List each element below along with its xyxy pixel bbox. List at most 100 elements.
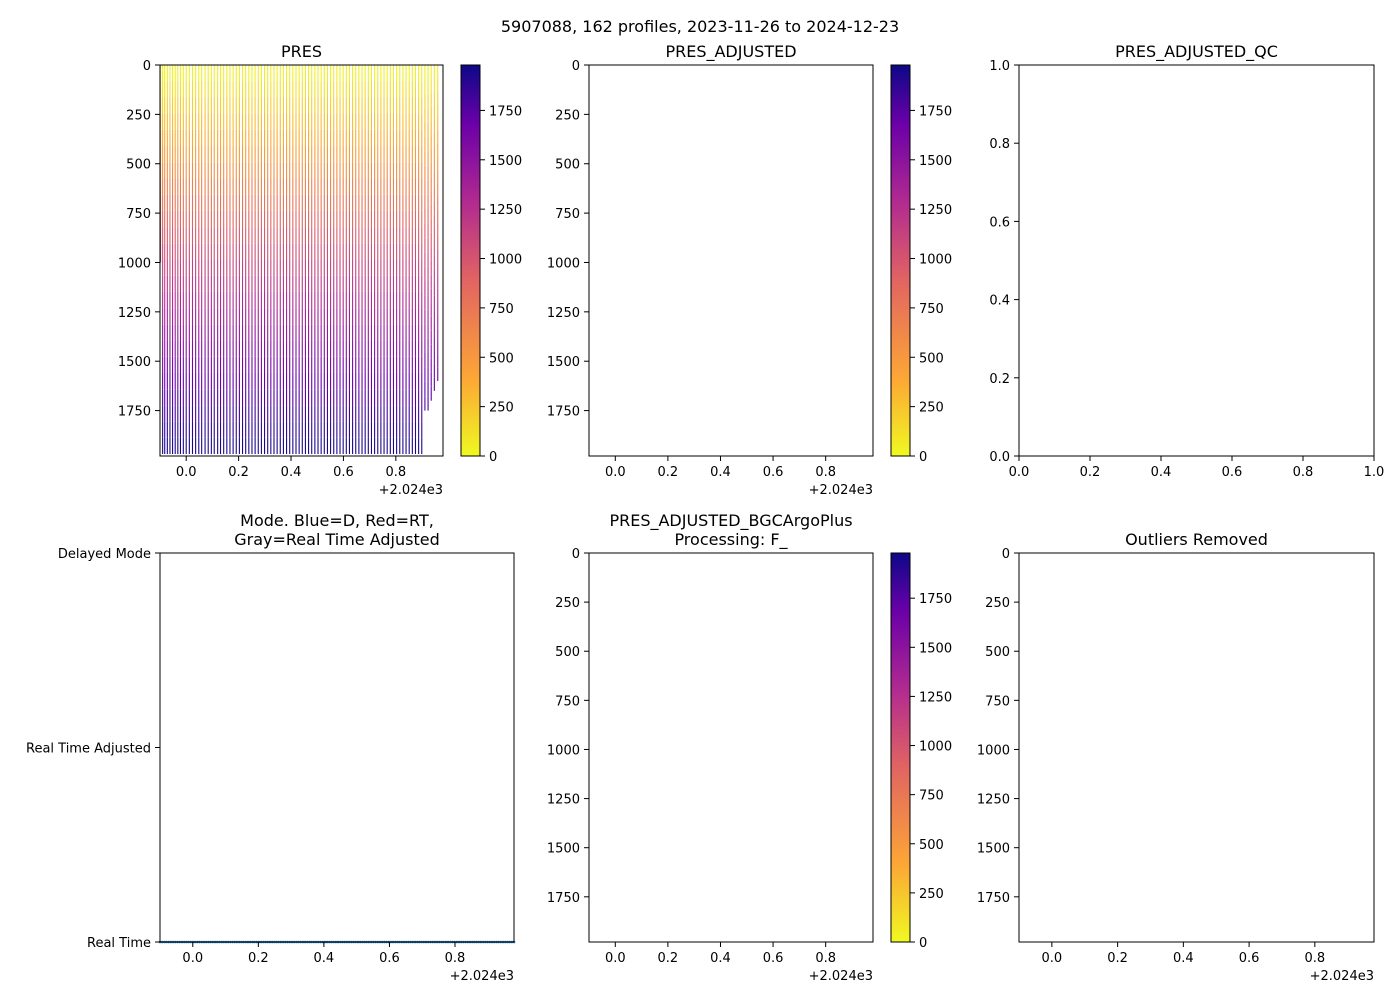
x-tick-label: 0.4	[1173, 951, 1194, 966]
panel-title: Mode. Blue=D, Red=RT,	[240, 511, 434, 530]
colorbar-tick-label: 1750	[919, 104, 952, 119]
x-tick-label: 0.0	[605, 465, 626, 480]
panel-title: Gray=Real Time Adjusted	[234, 530, 440, 549]
y-tick-label: 250	[985, 596, 1010, 611]
x-tick-label: 0.2	[228, 465, 249, 480]
x-offset-label: +2.024e3	[1310, 969, 1374, 984]
x-tick-label: 0.8	[385, 465, 406, 480]
y-tick-label: 750	[985, 694, 1010, 709]
figure-suptitle: 5907088, 162 profiles, 2023-11-26 to 202…	[501, 17, 899, 36]
y-tick-label: 1250	[118, 306, 151, 321]
x-tick-label: 0.6	[763, 951, 784, 966]
x-tick-label: 0.6	[1239, 951, 1260, 966]
y-tick-label: 1000	[547, 256, 580, 271]
y-tick-label: 1500	[547, 355, 580, 370]
x-tick-label: 0.4	[710, 951, 731, 966]
axes-frame	[1018, 64, 1375, 457]
x-tick-label: 0.0	[182, 951, 203, 966]
colorbar-tick-label: 250	[919, 887, 944, 902]
colorbar-tick-label: 500	[919, 351, 944, 366]
y-tick-label: 1250	[977, 793, 1010, 808]
colorbar-tick-label: 500	[489, 351, 514, 366]
x-offset-label: +2.024e3	[809, 969, 873, 984]
x-tick-label: 0.2	[658, 465, 679, 480]
colorbar: 0 250 500 750 1000 1250 1500 1750	[890, 64, 952, 465]
y-tick-label: Real Time	[87, 936, 151, 951]
colorbar: 0 250 500 750 1000 1250 1500 1750	[460, 64, 522, 465]
y-tick-label: 1500	[547, 842, 580, 857]
y-tick-label: Real Time Adjusted	[26, 742, 151, 757]
x-tick-label: 0.6	[379, 951, 400, 966]
y-tick-label: 1000	[547, 743, 580, 758]
colorbar: 0 250 500 750 1000 1250 1500 1750	[890, 552, 952, 951]
colorbar-tick-label: 750	[919, 302, 944, 317]
panel-title: PRES	[281, 42, 322, 61]
x-tick-label: 0.2	[658, 951, 679, 966]
y-tick-label: 750	[555, 694, 580, 709]
y-tick-label: 1.0	[989, 59, 1010, 74]
colorbar-tick-label: 250	[919, 401, 944, 416]
panel-mode: Mode. Blue=D, Red=RT,Gray=Real Time Adju…	[26, 511, 516, 984]
x-tick-label: 0.4	[314, 951, 335, 966]
x-tick-label: 0.8	[445, 951, 466, 966]
colorbar-tick-label: 0	[489, 450, 497, 465]
x-tick-label: 0.4	[710, 465, 731, 480]
y-tick-label: 500	[985, 645, 1010, 660]
colorbar-tick-label: 1250	[489, 203, 522, 218]
panel-pres_adjusted_qc: PRES_ADJUSTED_QC 0.0 0.2 0.4 0.6 0.8 1.0 0.0 0.2…	[989, 42, 1384, 480]
y-tick-label: 1750	[547, 891, 580, 906]
panel-title: PRES_ADJUSTED_BGCArgoPlus	[609, 511, 852, 531]
y-tick-label: Delayed Mode	[58, 547, 151, 562]
y-tick-label: 250	[126, 108, 151, 123]
panel-outliers: Outliers Removed 0.0 0.2 0.4 0.6 0.8 +2.024e3 0…	[977, 530, 1375, 984]
panel-pres_adjusted: PRES_ADJUSTED 0.0 0.2 0.4 0.6 0.8 +2.024e3 0 250…	[547, 42, 952, 498]
y-tick-label: 250	[555, 108, 580, 123]
y-tick-label: 0.2	[989, 372, 1010, 387]
colorbar-tick-label: 1500	[919, 641, 952, 656]
y-tick-label: 1250	[547, 793, 580, 808]
x-tick-label: 1.0	[1364, 465, 1385, 480]
y-tick-label: 0.0	[989, 450, 1010, 465]
y-tick-label: 500	[555, 645, 580, 660]
x-offset-label: +2.024e3	[379, 483, 443, 498]
y-tick-label: 0	[1002, 547, 1010, 562]
colorbar-tick-label: 1250	[919, 690, 952, 705]
x-tick-label: 0.4	[1151, 465, 1172, 480]
panel-title: Outliers Removed	[1125, 530, 1268, 549]
colorbar-gradient	[460, 64, 481, 457]
x-tick-label: 0.4	[281, 465, 302, 480]
y-tick-label: 250	[555, 596, 580, 611]
panel-title: Processing: F_	[674, 530, 788, 550]
colorbar-tick-label: 1500	[489, 154, 522, 169]
colorbar-tick-label: 1750	[489, 104, 522, 119]
axes-frame	[588, 64, 874, 457]
y-tick-label: 750	[555, 207, 580, 222]
x-tick-label: 0.2	[1107, 951, 1128, 966]
x-tick-label: 0.0	[1009, 465, 1030, 480]
y-tick-label: 500	[555, 158, 580, 173]
y-tick-label: 750	[126, 207, 151, 222]
x-tick-label: 0.8	[815, 951, 836, 966]
y-tick-label: 1000	[118, 256, 151, 271]
colorbar-tick-label: 750	[919, 789, 944, 804]
y-tick-label: 1750	[118, 405, 151, 420]
colorbar-gradient	[890, 552, 911, 943]
colorbar-tick-label: 1000	[919, 740, 952, 755]
x-tick-label: 0.8	[1293, 465, 1314, 480]
colorbar-tick-label: 1250	[919, 203, 952, 218]
x-offset-label: +2.024e3	[809, 483, 873, 498]
axes-frame	[159, 552, 515, 943]
x-tick-label: 0.0	[605, 951, 626, 966]
axes-frame	[1018, 552, 1375, 943]
colorbar-tick-label: 1750	[919, 592, 952, 607]
y-tick-label: 0.6	[989, 215, 1010, 230]
x-tick-label: 0.8	[1304, 951, 1325, 966]
x-tick-label: 0.6	[1222, 465, 1243, 480]
colorbar-tick-label: 0	[919, 936, 927, 951]
panel-title: PRES_ADJUSTED	[665, 42, 796, 62]
x-tick-label: 0.2	[1080, 465, 1101, 480]
colorbar-tick-label: 1000	[919, 253, 952, 268]
x-tick-label: 0.8	[815, 465, 836, 480]
